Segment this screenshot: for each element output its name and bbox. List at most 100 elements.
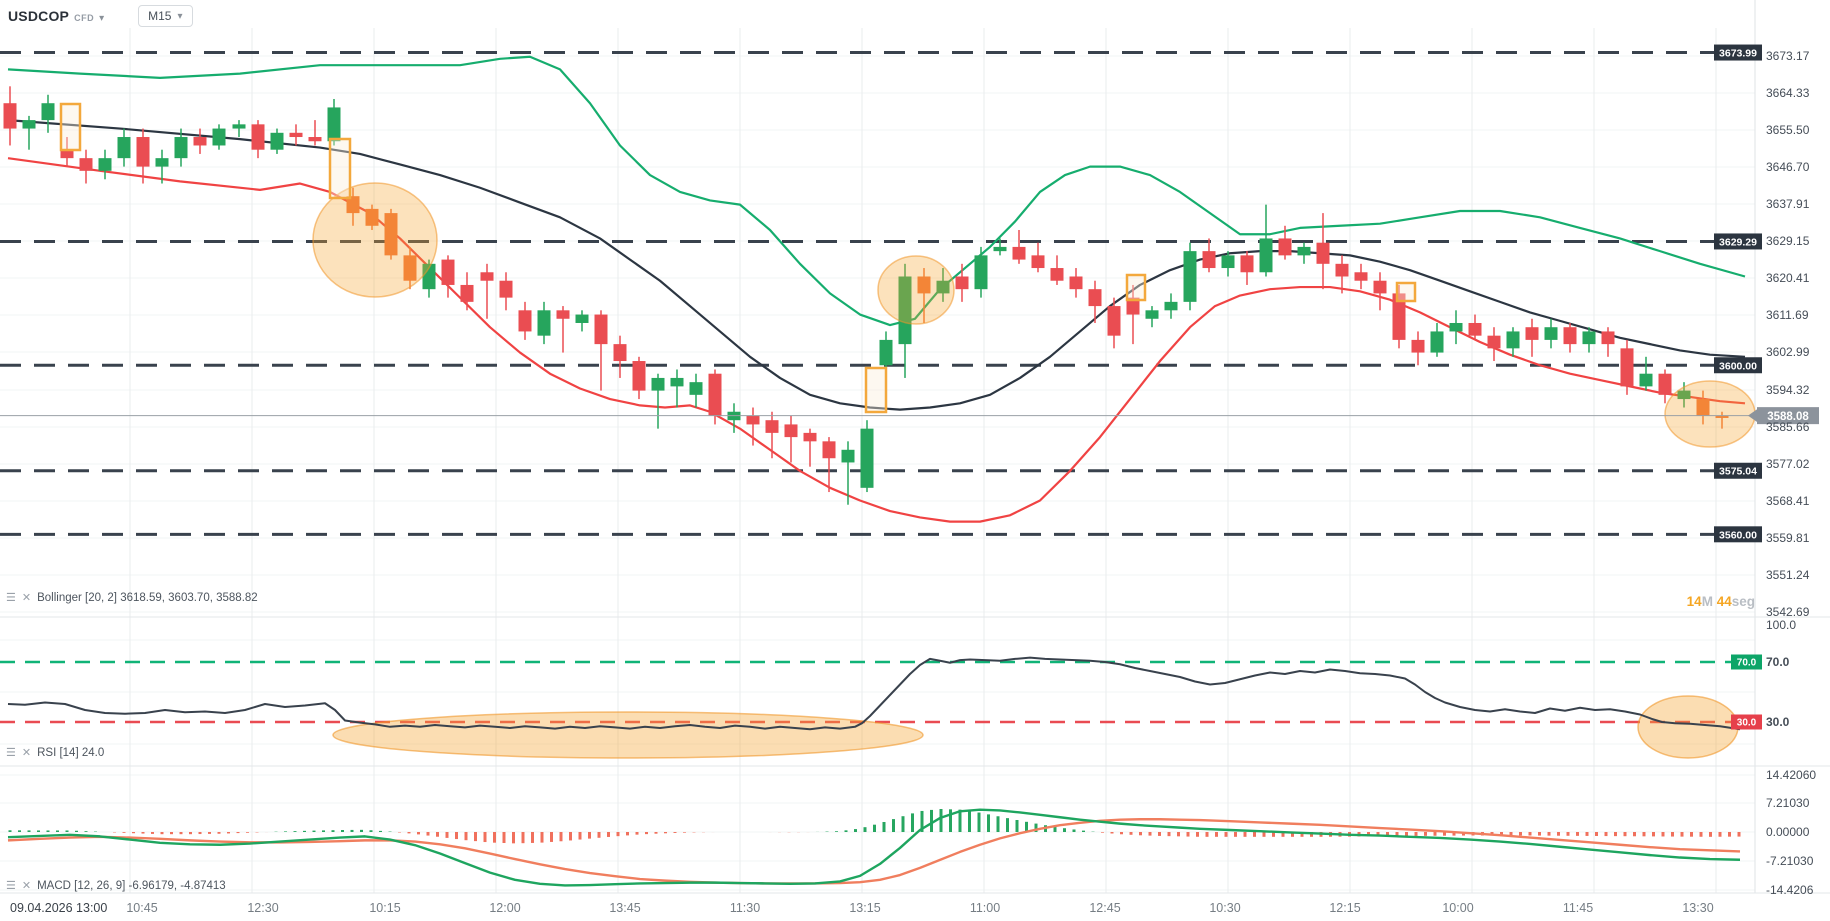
candle-body (993, 246, 1007, 252)
highlight-ellipse (332, 711, 924, 759)
level-price-badge (1714, 357, 1762, 374)
level-price-badge-text: 3629.29 (1719, 236, 1757, 248)
level-price-badge (1714, 462, 1762, 479)
candle-body (212, 128, 226, 146)
candle-body (1354, 272, 1368, 281)
candle-body (689, 382, 703, 395)
candle-body (594, 314, 608, 345)
indicator-settings-icon[interactable]: ☰ (6, 746, 16, 759)
time-axis-date-label: 09.04.2026 13:00 (10, 901, 107, 915)
candle-body (1297, 246, 1311, 256)
rsi-axis-label: 30.0 (1766, 715, 1790, 729)
candle-body (1487, 335, 1501, 349)
time-axis-label: 10:00 (1442, 901, 1473, 915)
candle-body (1658, 373, 1672, 395)
highlight-ellipse (312, 182, 438, 298)
candle-body (670, 377, 684, 387)
bollinger-bands (7, 55, 1746, 523)
candle-body (403, 255, 417, 281)
candle-body (308, 137, 322, 142)
rsi-axis-label: 70.0 (1766, 655, 1790, 669)
candle-body (765, 420, 779, 433)
candle-body (1183, 251, 1197, 302)
time-axis-label: 10:30 (1209, 901, 1240, 915)
candle-body (1525, 327, 1539, 340)
candle-body (1639, 373, 1653, 387)
symbol-selector[interactable]: USDCOP CFD ▾ (8, 8, 104, 24)
price-axis-label: 3551.24 (1766, 568, 1810, 582)
indicator-remove-icon[interactable]: ✕ (21, 591, 32, 604)
candle-body (251, 124, 265, 150)
candle-body (1620, 348, 1634, 387)
price-axis-label: 3577.02 (1766, 457, 1810, 471)
candle-body (651, 377, 665, 391)
rsi-axis-label: 100.0 (1766, 618, 1796, 632)
candle-body (1126, 297, 1140, 315)
rsi-upper-badge-text: 70.0 (1737, 658, 1757, 669)
price-axis-label: 3602.99 (1766, 345, 1810, 359)
time-axis-label: 10:15 (369, 901, 400, 915)
macd-pane (7, 808, 1741, 887)
level-price-badge (1714, 44, 1762, 61)
candle-body (1145, 310, 1159, 319)
bollinger-lower-line (7, 157, 1746, 523)
candle-body (917, 276, 931, 294)
timer-minutes-unit: M (1701, 594, 1717, 609)
time-axis-label: 11:30 (730, 901, 760, 915)
candle-body (841, 449, 855, 463)
level-price-badge-text: 3575.04 (1719, 466, 1757, 478)
candle-body (1544, 327, 1558, 340)
indicator-settings-icon[interactable]: ☰ (6, 591, 16, 604)
time-axis-label: 12:15 (1329, 901, 1360, 915)
time-axis-label: 11:45 (1563, 901, 1593, 915)
macd-axis-label: 14.42060 (1766, 768, 1816, 782)
rsi-line (7, 656, 1741, 731)
time-axis-label: 12:00 (489, 901, 520, 915)
macd-main-line (7, 808, 1741, 887)
timeframe-selector[interactable]: M15 ▾ (138, 5, 193, 27)
highlight-ellipse (877, 255, 955, 325)
price-axis-label: 3542.69 (1766, 605, 1810, 619)
candle-body (1316, 242, 1330, 264)
candle-body (1202, 251, 1216, 269)
macd-axis-label: 7.21030 (1766, 796, 1810, 810)
level-price-badge-text: 3673.99 (1719, 48, 1757, 60)
macd-signal-line (7, 818, 1741, 885)
candle-body (708, 373, 722, 416)
indicator-remove-icon[interactable]: ✕ (21, 746, 32, 759)
price-axis-label: 3585.66 (1766, 420, 1810, 434)
candle-body (441, 259, 455, 285)
candle-body (1221, 255, 1235, 269)
highlight-rectangle (1125, 273, 1147, 302)
time-axis-label: 13:45 (609, 901, 640, 915)
instrument-type-badge: CFD (74, 13, 95, 23)
candle-body (117, 137, 131, 159)
rsi-upper-badge (1731, 654, 1762, 670)
highlight-rectangle (328, 137, 352, 200)
rsi-pane (0, 656, 1741, 759)
indicator-settings-icon[interactable]: ☰ (6, 879, 16, 892)
candle-body (860, 428, 874, 488)
candles-layer (3, 86, 1729, 505)
indicator-remove-icon[interactable]: ✕ (21, 879, 32, 892)
price-axis-label: 3629.15 (1766, 234, 1810, 248)
candle-body (98, 158, 112, 171)
candle-body (365, 208, 379, 226)
candle-body (1696, 399, 1710, 416)
candle-body (784, 424, 798, 438)
candle-body (879, 339, 893, 366)
candle-body (822, 441, 836, 459)
macd-values: MACD [12, 26, 9] -6.96179, -4.87413 (37, 880, 226, 892)
candle-body (632, 361, 646, 391)
candle-body (898, 276, 912, 345)
bollinger-indicator-label: ☰ ✕ Bollinger [20, 2] 3618.59, 3603.70, … (6, 592, 258, 604)
candle-body (1107, 306, 1121, 336)
candle-body (289, 132, 303, 138)
candle-body (556, 310, 570, 319)
time-axis-label: 12:30 (247, 901, 278, 915)
price-axis (1714, 44, 1819, 730)
candle-body (232, 124, 246, 129)
candle-body (422, 263, 436, 290)
highlight-rectangle (864, 366, 888, 414)
